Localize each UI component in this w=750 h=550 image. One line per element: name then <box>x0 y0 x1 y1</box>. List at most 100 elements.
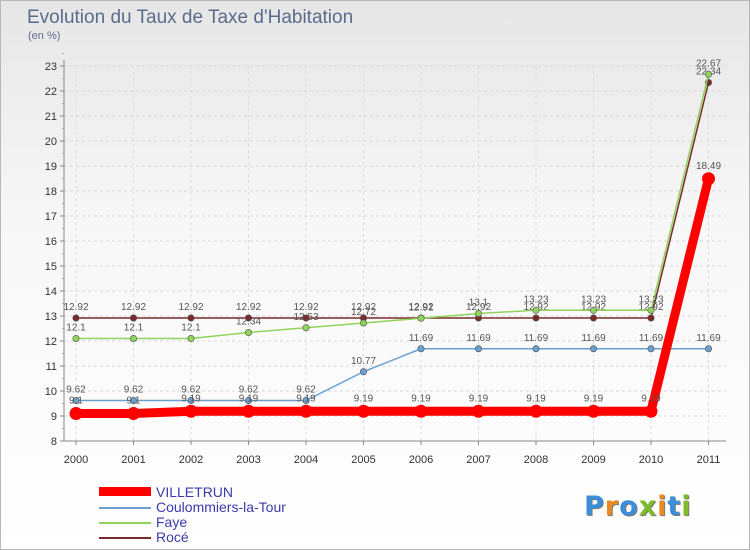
data-label-faye: 12.34 <box>236 317 261 328</box>
data-point-faye <box>245 328 253 336</box>
y-tick-label: 13 <box>45 311 57 323</box>
x-tick-label: 2007 <box>466 454 490 466</box>
legend-swatch-roce <box>99 537 151 539</box>
data-label-coulommiers-la-tour: 9.62 <box>296 385 316 396</box>
logo-letter: i <box>681 491 692 522</box>
data-point-faye <box>417 314 425 322</box>
y-tick-label: 8 <box>51 436 57 448</box>
data-label-roc-: 12.92 <box>293 302 318 313</box>
data-label-faye: 13.23 <box>638 294 663 305</box>
y-tick-label: 16 <box>45 236 57 248</box>
data-label-faye: 12.1 <box>66 323 86 334</box>
data-point-roc- <box>647 314 655 322</box>
x-tick-label: 2001 <box>121 454 145 466</box>
legend-swatch-coulommiers <box>99 507 151 509</box>
data-label-villetrun: 9.1 <box>69 396 83 407</box>
data-point-villetrun <box>184 404 198 418</box>
data-label-villetrun: 9.19 <box>641 393 661 404</box>
data-point-villetrun <box>299 404 313 418</box>
y-tick-label: 15 <box>45 261 57 273</box>
data-point-roc- <box>589 314 597 322</box>
data-point-faye <box>302 324 310 332</box>
data-label-faye: 12.1 <box>181 323 201 334</box>
data-point-villetrun <box>357 404 370 418</box>
data-point-coulommiers-la-tour <box>532 345 540 353</box>
data-label-villetrun: 9.19 <box>354 393 374 404</box>
y-tick-label: 12 <box>45 336 57 348</box>
x-tick-label: 2000 <box>64 454 88 466</box>
logo-letter: i <box>657 491 668 522</box>
data-label-coulommiers-la-tour: 9.62 <box>66 385 86 396</box>
chart-title: Evolution du Taux de Taxe d'Habitation <box>27 7 354 28</box>
data-label-coulommiers-la-tour: 9.62 <box>181 385 201 396</box>
y-tick-label: 19 <box>45 161 57 173</box>
proxiti-logo: Proxiti <box>584 491 692 522</box>
legend-label-roce: Rocé <box>156 529 189 545</box>
legend-swatch-villetrun <box>99 487 151 496</box>
data-point-coulommiers-la-tour <box>302 396 310 404</box>
logo-letter: o <box>619 491 639 522</box>
x-tick-label: 2010 <box>639 454 663 466</box>
data-point-villetrun <box>242 404 255 418</box>
x-tick-label: 2008 <box>524 454 548 466</box>
data-label-faye: 12.53 <box>293 312 318 323</box>
series-line-coulommiers-la-tour <box>76 348 709 402</box>
data-point-villetrun <box>702 172 715 186</box>
data-label-coulommiers-la-tour: 11.69 <box>581 333 606 344</box>
data-point-villetrun <box>127 407 140 420</box>
data-label-villetrun: 9.19 <box>526 393 546 404</box>
y-tick-label: 11 <box>46 361 57 373</box>
legend-item-roce: Rocé <box>99 530 359 545</box>
data-point-roc- <box>72 314 80 322</box>
data-label-villetrun: 9.19 <box>469 393 489 404</box>
data-label-coulommiers-la-tour: 10.77 <box>351 356 376 367</box>
data-label-roc-: 12.92 <box>408 302 433 313</box>
logo-letter: P <box>584 491 605 522</box>
y-tick-label: 9 <box>51 411 57 423</box>
x-tick-label: 2002 <box>179 454 203 466</box>
x-tick-label: 2006 <box>409 454 433 466</box>
data-label-coulommiers-la-tour: 11.69 <box>524 333 549 344</box>
data-label-coulommiers-la-tour: 11.69 <box>696 333 721 344</box>
data-label-roc-: 12.92 <box>63 302 88 313</box>
data-label-faye: 13.23 <box>523 294 548 305</box>
data-point-faye <box>359 319 367 327</box>
data-point-coulommiers-la-tour <box>130 396 138 404</box>
data-label-villetrun: 9.19 <box>411 393 431 404</box>
data-point-villetrun <box>69 407 83 420</box>
chart-subtitle: (en %) <box>28 30 61 42</box>
data-label-roc-: 12.92 <box>236 302 261 313</box>
logo-letter: x <box>638 491 658 522</box>
data-point-faye <box>187 334 195 342</box>
series-line-villetrun <box>76 177 713 418</box>
data-point-roc- <box>532 314 540 322</box>
series-line-faye <box>76 74 710 340</box>
legend-label-faye: Faye <box>156 514 188 530</box>
data-label-roc-: 12.92 <box>178 302 203 313</box>
data-label-coulommiers-la-tour: 11.69 <box>409 333 434 344</box>
data-point-coulommiers-la-tour <box>359 368 367 376</box>
y-tick-label: 17 <box>45 211 57 223</box>
data-point-coulommiers-la-tour <box>589 345 597 353</box>
data-label-faye: 13.1 <box>469 298 489 309</box>
data-point-coulommiers-la-tour <box>187 396 195 404</box>
y-tick-label: 10 <box>45 386 57 398</box>
x-tick-label: 2009 <box>581 454 605 466</box>
data-point-villetrun <box>529 404 543 418</box>
data-point-faye <box>647 306 655 314</box>
data-label-coulommiers-la-tour: 11.69 <box>466 333 491 344</box>
data-point-coulommiers-la-tour <box>417 345 425 353</box>
data-point-faye <box>589 306 597 314</box>
data-label-villetrun: 9.1 <box>127 396 141 407</box>
data-point-faye <box>704 70 712 78</box>
y-tick-label: 22 <box>45 86 57 98</box>
legend: VILLETRUN Coulommiers-la-Tour Faye Rocé <box>99 485 359 545</box>
series-line-roc- <box>76 82 710 319</box>
data-point-roc- <box>245 314 253 322</box>
y-tick-label: 20 <box>45 136 57 148</box>
data-label-faye: 13.23 <box>581 294 606 305</box>
data-point-faye <box>474 309 482 317</box>
data-label-faye: 22.67 <box>696 58 721 69</box>
data-point-coulommiers-la-tour <box>647 345 655 353</box>
